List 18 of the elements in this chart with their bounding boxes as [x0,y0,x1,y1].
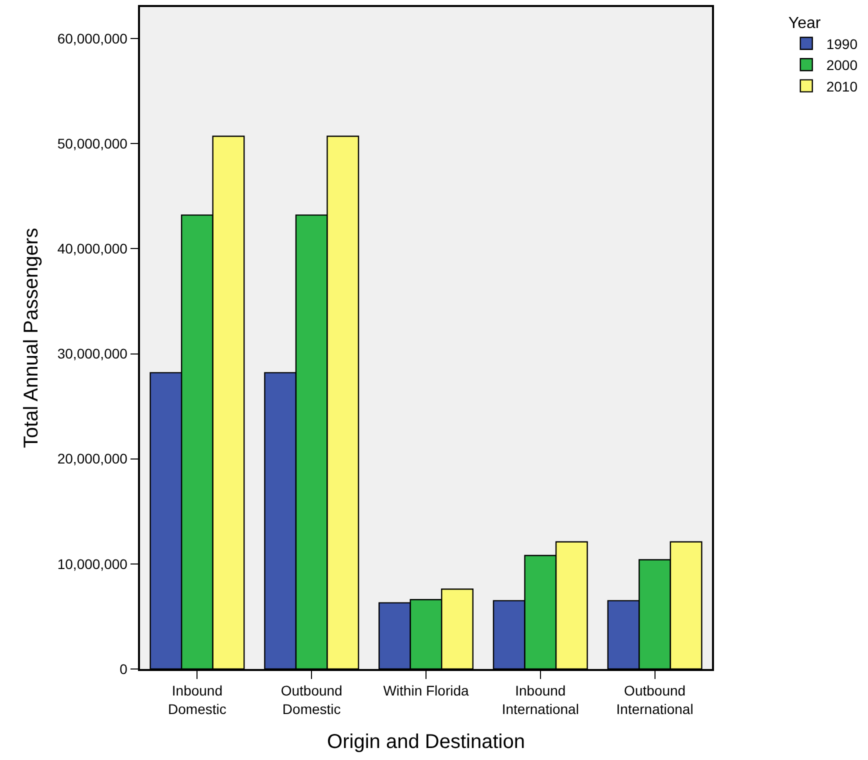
y-tick-label: 20,000,000 [57,450,128,467]
legend-label: 2000 [826,57,858,74]
legend-label: 1990 [826,36,858,52]
x-tick-label: Outbound International [616,682,694,717]
y-tick-label: 50,000,000 [57,136,128,152]
y-axis-title: Total Annual Passengers [20,228,42,448]
x-tick-label: Inbound International [502,682,579,717]
x-tick-label: Within Florida [383,682,469,699]
y-tick-label: 0 [120,660,128,677]
y-tick-label: 40,000,000 [57,240,128,257]
y-tick-label: 10,000,000 [57,556,128,572]
y-tick-label: 30,000,000 [57,346,128,362]
legend-title: Year [788,14,822,32]
legend-label: 2010 [826,78,858,94]
x-axis-title: Origin and Destination [327,730,525,753]
y-tick-label: 60,000,000 [57,30,128,46]
x-tick-label: Outbound Domestic [280,682,342,717]
x-tick-label: Inbound Domestic [168,682,226,717]
